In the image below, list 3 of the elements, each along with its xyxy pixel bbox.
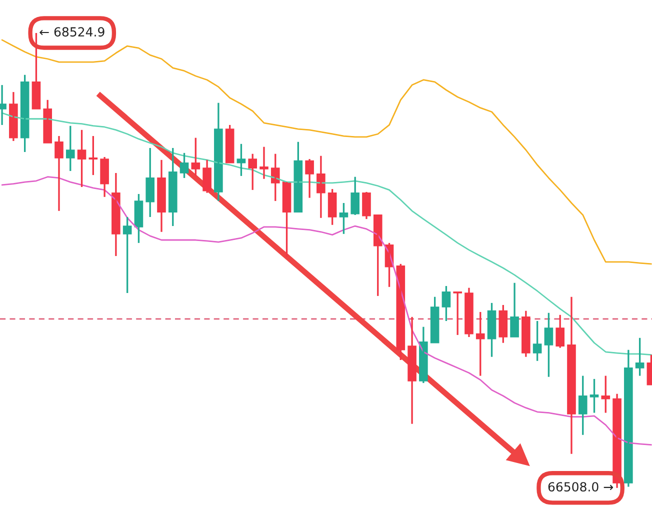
candlestick [453, 291, 462, 336]
annotation: 66508.0 → [548, 482, 614, 492]
annotation: ← 68524.9 [40, 27, 104, 37]
